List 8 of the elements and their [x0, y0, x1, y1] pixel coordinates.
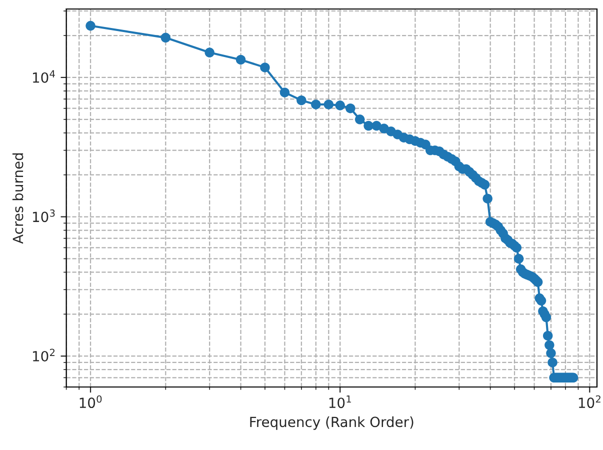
x-tick-label: 10$^{1}$	[329, 395, 351, 408]
y-tick-label: 10$^{2}$	[32, 348, 54, 362]
x-axis-title: Frequency (Rank Order)	[250, 416, 414, 430]
y-axis-title: Acres burned	[12, 153, 24, 244]
x-tick-label: 10$^{2}$	[578, 395, 600, 408]
y-tick-label: 10$^{4}$	[32, 70, 55, 83]
y-tick-label: 10$^{3}$	[32, 209, 55, 222]
x-tick-label: 10$^{0}$	[80, 395, 102, 408]
